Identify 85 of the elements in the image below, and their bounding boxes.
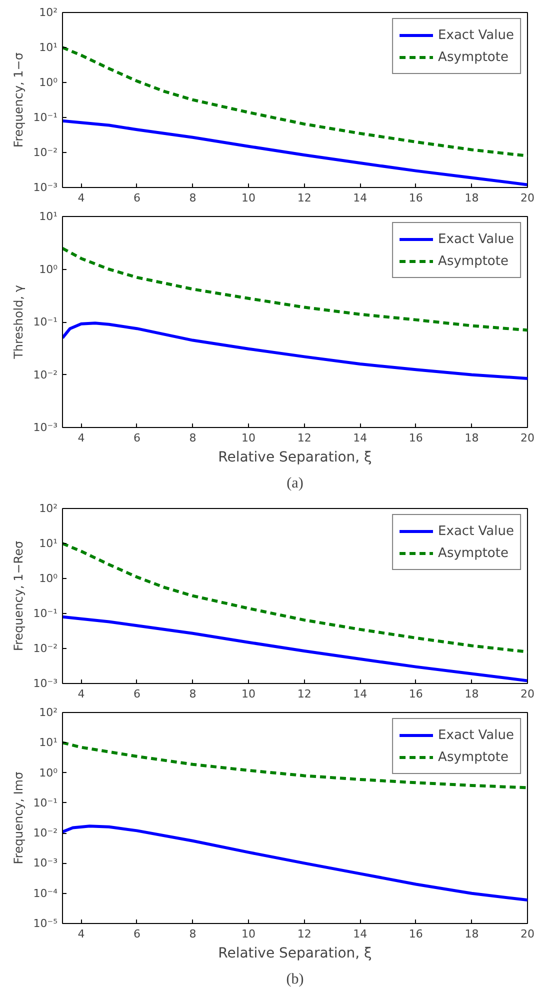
x-tick-label: 6 [133,688,140,700]
y-tick-label: 10⁰ [39,76,58,89]
x-tick-label: 16 [408,688,423,700]
legend-label: Exact Value [438,728,514,742]
legend-label: Exact Value [438,232,514,246]
y-tick-label: 10⁰ [39,572,58,585]
legend-label: Exact Value [438,28,514,42]
x-tick-label: 6 [133,192,140,204]
x-tick-label: 16 [408,192,423,204]
x-tick-label: 4 [78,688,85,700]
y-tick-label: 10⁻³ [33,856,58,870]
text: (b) [286,972,304,988]
x-tick-label: 4 [78,192,85,204]
y-tick-label: 10¹ [39,736,58,750]
y-tick-label: 10² [39,706,58,719]
y-tick-label: 10⁻¹ [33,316,58,328]
x-tick-label: 8 [189,432,196,444]
x-tick-label: 8 [189,688,196,700]
y-tick-label: 10⁻¹ [33,111,58,124]
line-series [62,741,528,790]
y-axis-title: Threshold, γ [11,285,26,360]
y-tick-label: 10⁻⁵ [33,917,58,930]
y-tick-label: 10⁻¹ [33,607,58,620]
line-series [62,119,528,186]
x-tick-label: 16 [408,432,423,444]
x-tick-label: 14 [353,192,368,204]
x-tick-label: 10 [242,928,256,940]
x-tick-label: 12 [297,928,312,940]
y-tick-label: 10⁻⁴ [33,886,58,900]
y-tick-label: 10¹ [39,537,58,550]
x-tick-label: 20 [520,192,534,204]
x-tick-label: 6 [133,928,140,940]
x-tick-label: 8 [189,192,196,204]
x-tick-label: 4 [78,928,85,940]
y-tick-label: 10¹ [39,41,58,54]
line-series [62,615,528,682]
legend-label: Asymptote [438,546,508,560]
line-series [62,46,528,158]
x-tick-label: 20 [520,928,534,940]
x-tick-label: 14 [353,928,368,940]
x-tick-label: 20 [520,432,534,444]
x-tick-label: 6 [133,432,140,444]
x-tick-label: 20 [520,688,534,700]
x-tick-label: 18 [464,688,479,700]
legend-label: Exact Value [438,524,514,538]
y-axis-title: Frequency, 1−Reσ [11,540,26,652]
x-tick-label: 4 [78,432,85,444]
y-tick-label: 10² [39,502,58,515]
x-tick-label: 8 [189,928,196,940]
x-axis-title: Relative Separation, ξ [218,946,372,962]
x-axis-title: Relative Separation, ξ [218,450,372,466]
line-series [62,824,528,902]
y-tick-label: 10¹ [39,210,58,223]
y-tick-label: 10⁻² [33,146,58,159]
y-tick-label: 10⁻³ [33,181,58,194]
line-series [62,322,528,380]
legend-label: Asymptote [438,50,508,64]
x-tick-label: 12 [297,432,312,444]
text: (a) [286,476,304,492]
y-tick-label: 10² [39,6,58,19]
x-tick-label: 16 [408,928,423,940]
x-tick-label: 18 [464,192,479,204]
y-tick-label: 10⁻³ [33,677,58,690]
x-tick-label: 10 [242,192,256,204]
y-tick-label: 10⁻³ [33,421,58,434]
line-series [62,542,528,654]
x-tick-label: 18 [464,928,479,940]
x-tick-label: 12 [297,192,312,204]
x-tick-label: 14 [353,432,368,444]
x-tick-label: 10 [242,432,256,444]
x-tick-label: 12 [297,688,312,700]
x-tick-label: 18 [464,432,479,444]
x-tick-label: 10 [242,688,256,700]
y-tick-label: 10⁻² [33,826,58,840]
legend-label: Asymptote [438,254,508,268]
y-tick-label: 10⁻² [33,368,58,382]
y-axis-title: Frequency, 1−σ [11,52,26,148]
y-tick-label: 10⁻¹ [33,796,58,810]
line-series [62,246,528,332]
y-tick-label: 10⁰ [39,766,58,780]
y-tick-label: 10⁻² [33,642,58,655]
legend-label: Asymptote [438,750,508,764]
x-tick-label: 14 [353,688,368,700]
y-axis-title: Frequency, Imσ [11,771,26,864]
y-tick-label: 10⁰ [39,262,58,276]
